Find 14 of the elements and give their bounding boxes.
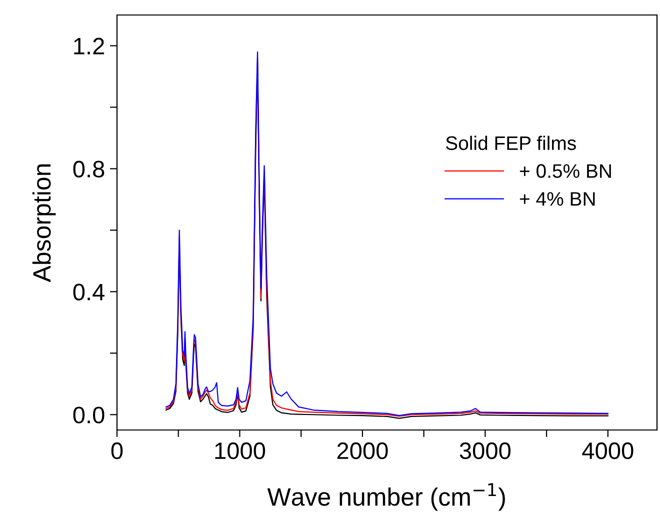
x-tick-label: 0 xyxy=(111,442,123,460)
x-tick-label: 3000 xyxy=(460,442,511,460)
y-tick-label: 0.0 xyxy=(73,406,104,424)
y-tick-label: 0.8 xyxy=(73,160,104,178)
x-tick-label: 1000 xyxy=(215,442,266,460)
legend-title: Solid FEP films xyxy=(446,136,576,150)
y-axis-title: Absorption xyxy=(32,164,56,282)
x-axis-title: Wave number (cm$^{−1}$) xyxy=(267,483,505,511)
x-tick-label: 4000 xyxy=(582,442,634,460)
y-tick-label: 0.4 xyxy=(73,284,105,300)
legend-label: + 4% BN xyxy=(520,192,595,206)
x-tick-label: 2000 xyxy=(337,442,388,460)
y-tick-label: 1.2 xyxy=(74,38,104,54)
legend-label: + 0.5% BN xyxy=(520,164,611,178)
